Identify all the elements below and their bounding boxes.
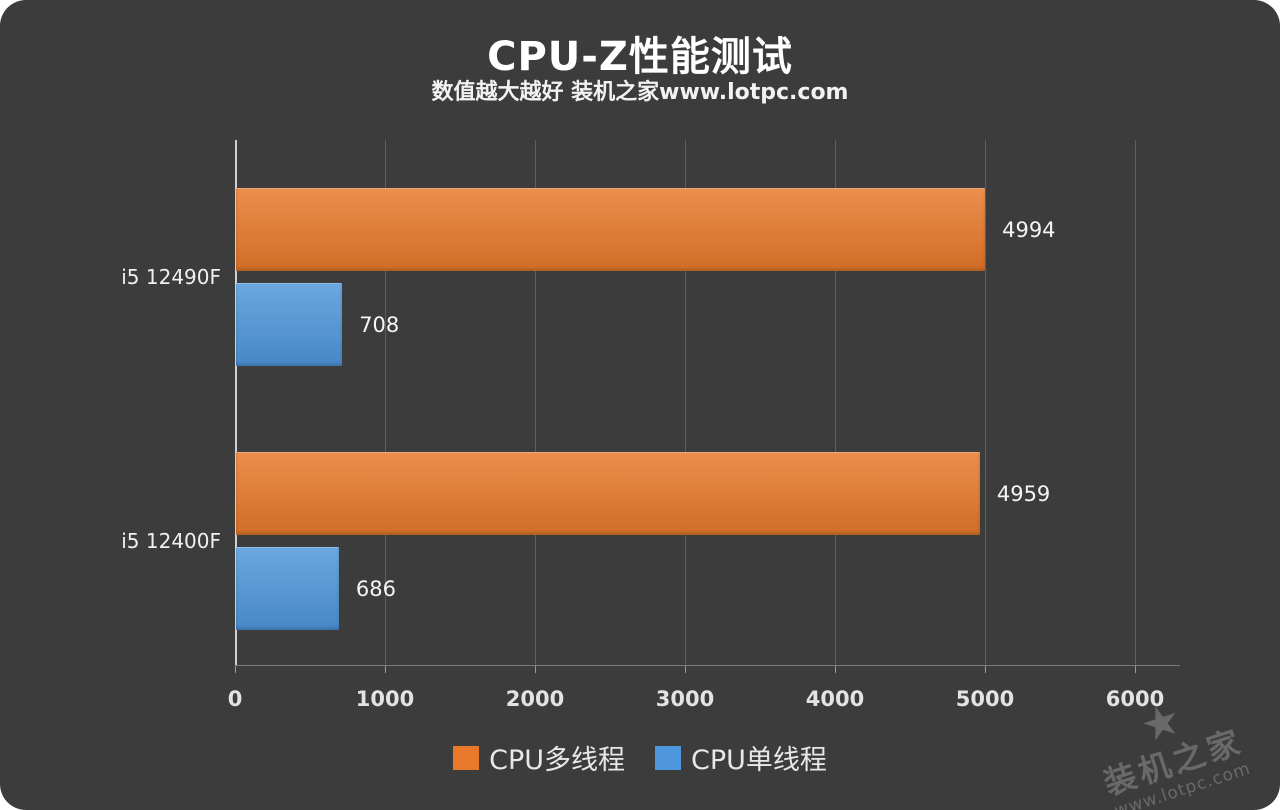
bar-multi-thread: [236, 452, 980, 535]
legend-swatch-icon: [655, 745, 681, 770]
category-label: i5 12490F: [121, 265, 221, 289]
legend-label: CPU单线程: [691, 745, 827, 776]
x-tick-label-4000: 4000: [805, 687, 865, 711]
legend: CPU多线程 CPU单线程: [0, 738, 1280, 777]
value-label: 686: [355, 576, 396, 601]
gridline-4000: [835, 140, 836, 665]
x-tick-mark-3000: [685, 665, 686, 673]
x-tick-mark-4000: [835, 665, 836, 673]
x-tick-label-5000: 5000: [955, 687, 1015, 711]
bar-multi-thread: [236, 188, 986, 271]
gridline-6000: [1135, 140, 1136, 665]
value-label: 4959: [996, 481, 1051, 506]
chart-subtitle: 数值越大越好 装机之家www.lotpc.com: [431, 80, 849, 105]
x-tick-mark-5000: [985, 665, 986, 673]
legend-label: CPU多线程: [489, 745, 625, 776]
gridline-1000: [385, 140, 386, 665]
x-tick-label-2000: 2000: [505, 687, 565, 711]
value-label: 708: [359, 312, 400, 337]
bar-single-thread: [236, 283, 343, 366]
x-tick-label-1000: 1000: [355, 687, 415, 711]
x-axis-line: [235, 665, 1180, 666]
x-tick-label-3000: 3000: [655, 687, 715, 711]
x-tick-mark-1000: [385, 665, 386, 673]
gridline-2000: [535, 140, 536, 665]
gridline-3000: [685, 140, 686, 665]
bar-single-thread: [236, 547, 339, 630]
legend-item-single-thread: CPU单线程: [655, 738, 827, 777]
legend-swatch-icon: [453, 745, 480, 770]
x-tick-mark-6000: [1135, 665, 1136, 673]
legend-item-multi-thread: CPU多线程: [453, 738, 625, 777]
y-axis-line: [235, 140, 237, 665]
value-label: 4994: [1002, 217, 1056, 242]
x-tick-mark-2000: [535, 665, 536, 673]
chart-title: CPU-Z性能测试: [487, 34, 793, 80]
category-label: i5 12400F: [121, 529, 221, 553]
x-tick-mark-0: [235, 665, 236, 673]
x-tick-label-0: 0: [227, 687, 243, 711]
x-tick-label-6000: 6000: [1105, 687, 1165, 711]
gridline-5000: [985, 140, 986, 665]
